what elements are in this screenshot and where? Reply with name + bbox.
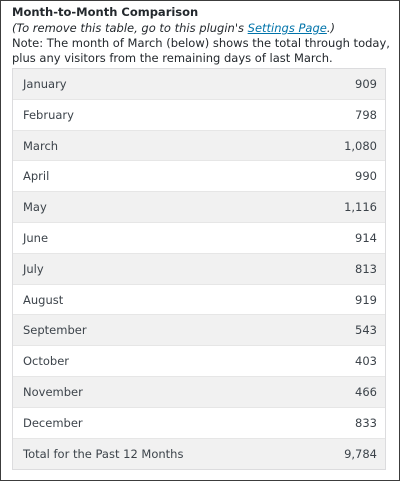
total-count: 9,784 <box>344 446 377 461</box>
total-label: Total for the Past 12 Months <box>23 446 184 461</box>
month-label: April <box>23 169 50 184</box>
month-label: February <box>23 107 74 122</box>
visitor-count: 1,080 <box>344 138 377 153</box>
visitor-count: 833 <box>355 415 377 430</box>
hint-suffix: .) <box>326 21 335 35</box>
month-label: March <box>23 138 59 153</box>
month-label: August <box>23 292 64 307</box>
table-row: May 1,116 <box>13 192 385 223</box>
table-row: December 833 <box>13 407 385 439</box>
month-label: June <box>23 230 49 245</box>
month-label: September <box>23 323 87 338</box>
visitor-count: 1,116 <box>344 200 377 215</box>
month-label: November <box>23 384 83 399</box>
comparison-header: Month-to-Month Comparison (To remove thi… <box>12 4 392 66</box>
visitor-count: 909 <box>355 77 377 91</box>
table-row: February 798 <box>13 99 385 131</box>
total-row: Total for the Past 12 Months 9,784 <box>13 438 385 470</box>
table-row: January 909 <box>13 69 385 100</box>
visitor-count: 798 <box>355 107 377 122</box>
month-label: October <box>23 354 70 369</box>
table-row: March 1,080 <box>13 130 385 162</box>
remove-table-hint: (To remove this table, go to this plugin… <box>12 20 392 36</box>
visitor-count: 919 <box>355 292 377 307</box>
march-note: Note: The month of March (below) shows t… <box>12 36 390 65</box>
widget-title: Month-to-Month Comparison <box>12 5 199 19</box>
table-row: September 543 <box>13 315 385 347</box>
hint-prefix: (To remove this table, go to this plugin… <box>12 21 248 35</box>
table-row: June 914 <box>13 222 385 254</box>
month-label: January <box>23 77 67 91</box>
table-row: October 403 <box>13 346 385 377</box>
table-row: November 466 <box>13 376 385 408</box>
table-row: April 990 <box>13 161 385 193</box>
month-label: July <box>23 261 44 276</box>
visitor-count: 466 <box>355 384 377 399</box>
month-label: May <box>23 200 47 215</box>
settings-page-link[interactable]: Settings Page <box>247 21 327 35</box>
visitor-count: 914 <box>355 230 377 245</box>
month-label: December <box>23 415 83 430</box>
month-comparison-table: January 909 February 798 March 1,080 Apr… <box>12 68 386 471</box>
visitor-count: 543 <box>355 323 377 338</box>
table-row: August 919 <box>13 284 385 316</box>
visitor-count: 990 <box>355 169 377 184</box>
table-row: July 813 <box>13 253 385 285</box>
visitor-count: 403 <box>355 354 377 369</box>
visitor-count: 813 <box>355 261 377 276</box>
